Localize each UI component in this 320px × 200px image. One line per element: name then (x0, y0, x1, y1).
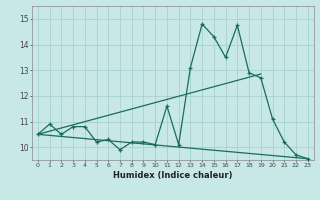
X-axis label: Humidex (Indice chaleur): Humidex (Indice chaleur) (113, 171, 233, 180)
